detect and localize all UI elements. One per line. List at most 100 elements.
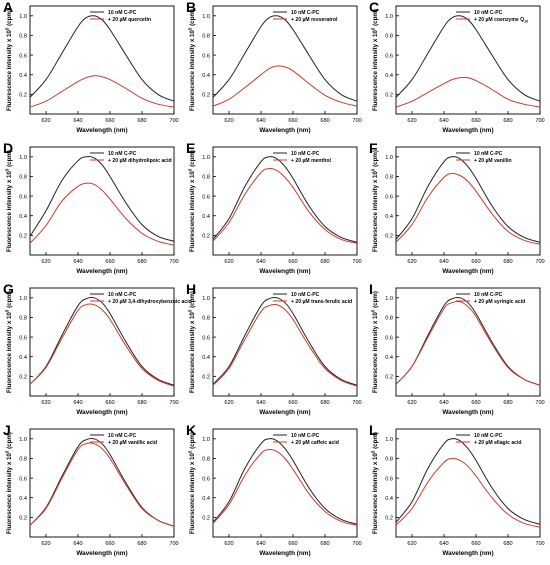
- panel-label: E: [186, 140, 196, 156]
- y-tick-label: 1.0: [202, 437, 210, 443]
- x-tick-label: 680: [503, 541, 512, 547]
- panel-l: 0.2 0.4 0.6 0.8 1.0 620 640 660 680 700 Wavelength…: [366, 422, 549, 564]
- panel-h: 0.2 0.4 0.6 0.8 1.0 620 640 660 680 700 Wavelength…: [183, 281, 366, 423]
- chart-svg: 0.2 0.4 0.6 0.8 1.0 620 640 660 680 700 Wavelength…: [371, 146, 545, 275]
- series-treated-line: [212, 168, 358, 244]
- series-treated-line: [29, 75, 175, 108]
- y-tick-label: 0.8: [202, 316, 210, 322]
- y-tick-label: 0.6: [202, 53, 210, 59]
- y-tick-label: 0.4: [385, 355, 393, 361]
- chart-svg: 0.2 0.4 0.6 0.8 1.0 620 640 660 680 700 Wavelength…: [5, 428, 179, 557]
- y-tick-label: 0.4: [385, 214, 393, 220]
- x-tick-label: 700: [352, 541, 361, 547]
- legend-entry: + 20 µM vanillic acid: [108, 440, 157, 446]
- x-tick-label: 680: [320, 118, 329, 124]
- y-tick-label: 1.0: [19, 155, 27, 161]
- legend-entry: + 20 µM 3,4-dihydroxybenzoic acid: [108, 299, 192, 305]
- x-tick-label: 680: [503, 259, 512, 265]
- legend-entry: 10 nM C-PC: [291, 292, 320, 298]
- y-tick-label: 0.4: [202, 73, 210, 79]
- legend-entry: 10 nM C-PC: [474, 151, 503, 157]
- y-tick-label: 1.0: [202, 14, 210, 20]
- panel-d: 0.2 0.4 0.6 0.8 1.0 620 640 660 680 700 Wavelength…: [0, 140, 183, 282]
- legend-entry: + 20 µM dihydrolipoic acid: [108, 158, 172, 164]
- y-tick-label: 0.4: [202, 214, 210, 220]
- y-tick-label: 1.0: [385, 296, 393, 302]
- x-tick-label: 660: [471, 118, 480, 124]
- y-tick-label: 0.8: [19, 175, 27, 181]
- x-tick-label: 620: [407, 400, 416, 406]
- series-control-line: [395, 156, 541, 243]
- x-tick-label: 700: [352, 259, 361, 265]
- legend-entry: + 20 µM ellagic acid: [474, 440, 522, 446]
- y-tick-label: 0.4: [202, 496, 210, 502]
- x-tick-label: 660: [288, 118, 297, 124]
- panel-label: L: [369, 422, 378, 438]
- y-tick-label: 0.8: [19, 457, 27, 463]
- x-tick-label: 660: [288, 400, 297, 406]
- y-axis-label: Fluorescence intensity x 105 (cpm): [188, 150, 197, 252]
- panel-j: 0.2 0.4 0.6 0.8 1.0 620 640 660 680 700 Wavelength…: [0, 422, 183, 564]
- x-tick-label: 660: [288, 259, 297, 265]
- chart-svg: 0.2 0.4 0.6 0.8 1.0 620 640 660 680 700 Wavelength…: [5, 5, 179, 134]
- chart-svg: 0.2 0.4 0.6 0.8 1.0 620 640 660 680 700 Wavelength…: [188, 428, 362, 557]
- y-tick-label: 0.8: [19, 34, 27, 40]
- legend-entry: + 20 µM quercetin: [108, 17, 151, 23]
- series-control-line: [29, 15, 175, 102]
- series-control-line: [29, 297, 175, 386]
- legend-entry: 10 nM C-PC: [291, 151, 320, 157]
- chart-svg: 0.2 0.4 0.6 0.8 1.0 620 640 660 680 700 Wavelength…: [188, 146, 362, 275]
- y-tick-label: 0.8: [385, 457, 393, 463]
- y-tick-label: 1.0: [385, 437, 393, 443]
- x-axis-label: Wavelength (nm): [442, 550, 493, 557]
- x-tick-label: 640: [73, 118, 82, 124]
- y-tick-label: 0.6: [19, 194, 27, 200]
- legend-entry: 10 nM C-PC: [108, 433, 137, 439]
- x-tick-label: 680: [320, 400, 329, 406]
- x-tick-label: 700: [535, 259, 544, 265]
- y-tick-label: 0.2: [385, 93, 393, 99]
- series-treated-line: [212, 65, 358, 107]
- y-tick-label: 1.0: [202, 155, 210, 161]
- x-tick-label: 680: [503, 118, 512, 124]
- y-axis-label: Fluorescence intensity x 105 (cpm): [188, 432, 197, 534]
- x-axis-label: Wavelength (nm): [442, 268, 493, 275]
- series-treated-line: [29, 303, 175, 387]
- y-axis-label: Fluorescence intensity x 105 (cpm): [371, 432, 380, 534]
- x-tick-label: 660: [105, 541, 114, 547]
- y-tick-label: 0.8: [385, 316, 393, 322]
- x-tick-label: 620: [41, 400, 50, 406]
- x-tick-label: 640: [439, 541, 448, 547]
- y-tick-label: 0.6: [19, 53, 27, 59]
- y-axis-label: Fluorescence intensity x 105 (cpm): [5, 432, 14, 534]
- y-axis-label: Fluorescence intensity x 105 (cpm): [371, 291, 380, 393]
- y-axis-label: Fluorescence intensity x 105 (cpm): [5, 291, 14, 393]
- series-control-line: [212, 438, 358, 525]
- y-tick-label: 1.0: [19, 14, 27, 20]
- x-tick-label: 700: [352, 118, 361, 124]
- x-axis-label: Wavelength (nm): [442, 409, 493, 416]
- series-control-line: [29, 156, 175, 242]
- panel-label: G: [3, 281, 14, 297]
- x-tick-label: 660: [471, 400, 480, 406]
- y-tick-label: 0.2: [385, 375, 393, 381]
- y-tick-label: 0.2: [202, 234, 210, 240]
- x-tick-label: 680: [137, 541, 146, 547]
- y-tick-label: 0.6: [385, 53, 393, 59]
- series-control-line: [29, 438, 175, 527]
- y-tick-label: 0.6: [385, 476, 393, 482]
- x-tick-label: 640: [439, 259, 448, 265]
- plot-frame: [212, 287, 358, 397]
- x-tick-label: 640: [256, 400, 265, 406]
- y-tick-label: 0.2: [202, 516, 210, 522]
- plot-frame: [395, 146, 541, 256]
- x-tick-label: 620: [41, 541, 50, 547]
- x-tick-label: 680: [137, 118, 146, 124]
- y-tick-label: 1.0: [19, 296, 27, 302]
- x-axis-label: Wavelength (nm): [76, 550, 127, 557]
- chart-svg: 0.2 0.4 0.6 0.8 1.0 620 640 660 680 700 Wavelength…: [371, 5, 545, 134]
- chart-svg: 0.2 0.4 0.6 0.8 1.0 620 640 660 680 700 Wavelength…: [371, 287, 545, 416]
- plot-frame: [29, 287, 175, 397]
- x-tick-label: 640: [256, 541, 265, 547]
